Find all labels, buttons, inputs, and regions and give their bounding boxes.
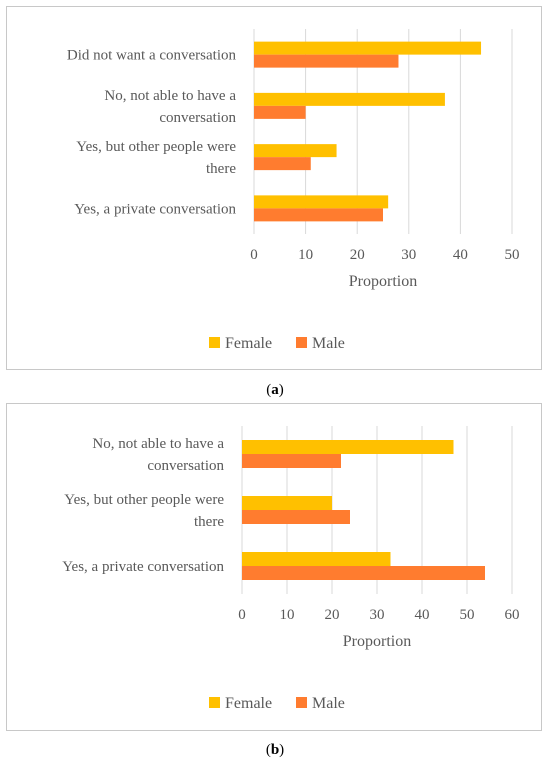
chart-panel-a: 0 10 20 30 40 50 Did not want a conversation No… [6,6,542,370]
chart-b-bar-male [242,510,350,524]
chart-a: 0 10 20 30 40 50 Did not want a conversation No… [67,29,520,352]
caption-a-letter: a [271,382,279,398]
chart-b: 0 10 20 30 40 50 60 No, not able to have a conve… [62,426,520,712]
chart-a-category-label: conversation [159,110,236,126]
caption-a: (a) [266,382,284,398]
chart-a-legend-swatch-male [296,337,307,348]
chart-a-x-tick-label: 0 [250,247,258,263]
chart-a-legend-label-female: Female [225,335,272,352]
chart-b-legend-swatch-female [209,697,220,708]
chart-a-legend-swatch-female [209,337,220,348]
chart-a-category-label: No, not able to have a [104,88,236,104]
chart-a-x-tick-label: 20 [350,247,365,263]
chart-b-x-tick-label: 30 [370,607,385,623]
chart-b-category-label: there [194,514,224,530]
chart-b-bar-male [242,454,341,468]
chart-b-bar-female [242,552,391,566]
chart-a-x-tick-label: 40 [453,247,468,263]
chart-a-legend-label-male: Male [312,335,345,352]
chart-a-category-label: Did not want a conversation [67,48,237,64]
chart-a-bar-female [254,41,482,55]
chart-b-x-tick-label: 60 [505,607,520,623]
chart-a-bar-male [254,105,306,119]
chart-a-category-label: Yes, but other people were [76,139,236,155]
chart-b-bar-male [242,566,485,580]
chart-b-x-tick-label: 50 [460,607,475,623]
chart-a-category-label: there [206,161,236,177]
chart-b-category-label: Yes, but other people were [64,492,224,508]
chart-a-bar-male [254,54,399,68]
chart-b-category-label: Yes, a private conversation [62,559,224,575]
caption-b: (b) [265,742,285,758]
chart-b-legend-label-male: Male [312,695,345,712]
chart-a-category-label: Yes, a private conversation [74,201,236,217]
chart-panel-b: 0 10 20 30 40 50 60 No, not able to have a conve… [6,403,542,731]
chart-b-x-tick-label: 40 [415,607,430,623]
chart-a-x-axis-title: Proportion [349,273,417,290]
caption-b-letter: b [270,742,280,758]
chart-b-bar-female [242,440,454,454]
chart-a-bar-female [254,144,337,158]
chart-b-category-label: conversation [147,458,224,474]
chart-a-bar-female [254,195,389,209]
chart-b-x-tick-label: 20 [325,607,340,623]
chart-b-x-tick-label: 0 [238,607,246,623]
chart-a-x-tick-label: 30 [401,247,416,263]
chart-a-x-tick-label: 50 [505,247,520,263]
chart-a-bar-male [254,157,311,171]
chart-a-x-tick-label: 10 [298,247,313,263]
chart-a-bar-female [254,92,445,106]
chart-b-bar-female [242,496,332,510]
chart-b-legend-label-female: Female [225,695,272,712]
chart-b-legend-swatch-male [296,697,307,708]
chart-a-bar-male [254,208,383,222]
chart-b-x-tick-label: 10 [280,607,295,623]
chart-b-category-label: No, not able to have a [92,436,224,452]
chart-b-x-axis-title: Proportion [343,633,411,650]
